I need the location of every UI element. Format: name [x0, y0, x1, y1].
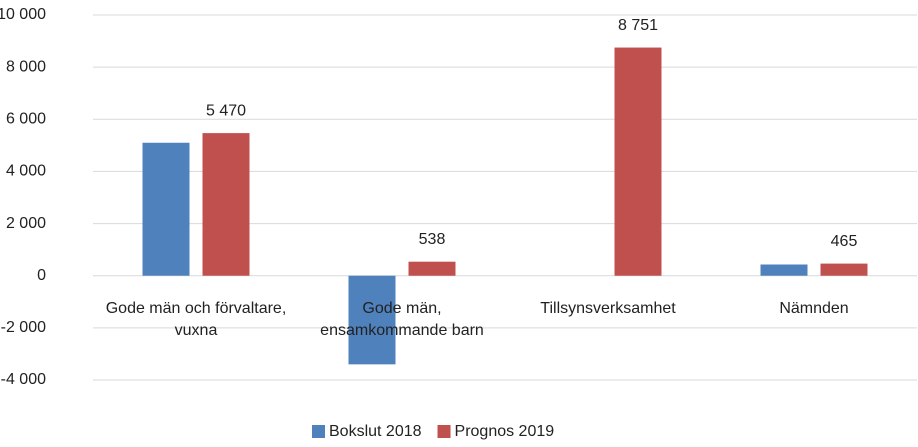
bar: [820, 263, 868, 276]
y-tick-label: 10 000: [0, 6, 46, 23]
legend-swatch: [437, 425, 451, 438]
y-tick-label: -4 000: [1, 371, 46, 388]
bar: [408, 261, 456, 276]
y-tick-label: -2 000: [1, 319, 46, 336]
y-tick-label: 4 000: [6, 163, 46, 180]
bar: [760, 264, 808, 276]
y-tick-label: 8 000: [6, 58, 46, 75]
legend-label: Bokslut 2018: [329, 423, 422, 440]
legend-swatch: [312, 425, 325, 438]
x-tick-label: Gode män och förvaltare, vuxna: [105, 299, 287, 339]
y-tick-label: 6 000: [6, 111, 46, 128]
x-tick-label: Nämnden: [779, 299, 849, 317]
data-label: 465: [831, 233, 858, 250]
bar: [348, 275, 396, 365]
data-label: 5 470: [206, 102, 246, 119]
bar: [142, 142, 190, 276]
data-label: 538: [419, 231, 446, 248]
data-label: 8 751: [618, 17, 658, 34]
y-tick-label: 0: [37, 267, 46, 284]
bar: [202, 133, 250, 276]
x-tick-label: Tillsynsverksamhet: [540, 299, 676, 317]
x-tick-label: Gode män, ensamkommande barn: [320, 299, 484, 339]
legend-label: Prognos 2019: [455, 423, 555, 440]
bar: [614, 47, 662, 276]
y-tick-label: 2 000: [6, 215, 46, 232]
